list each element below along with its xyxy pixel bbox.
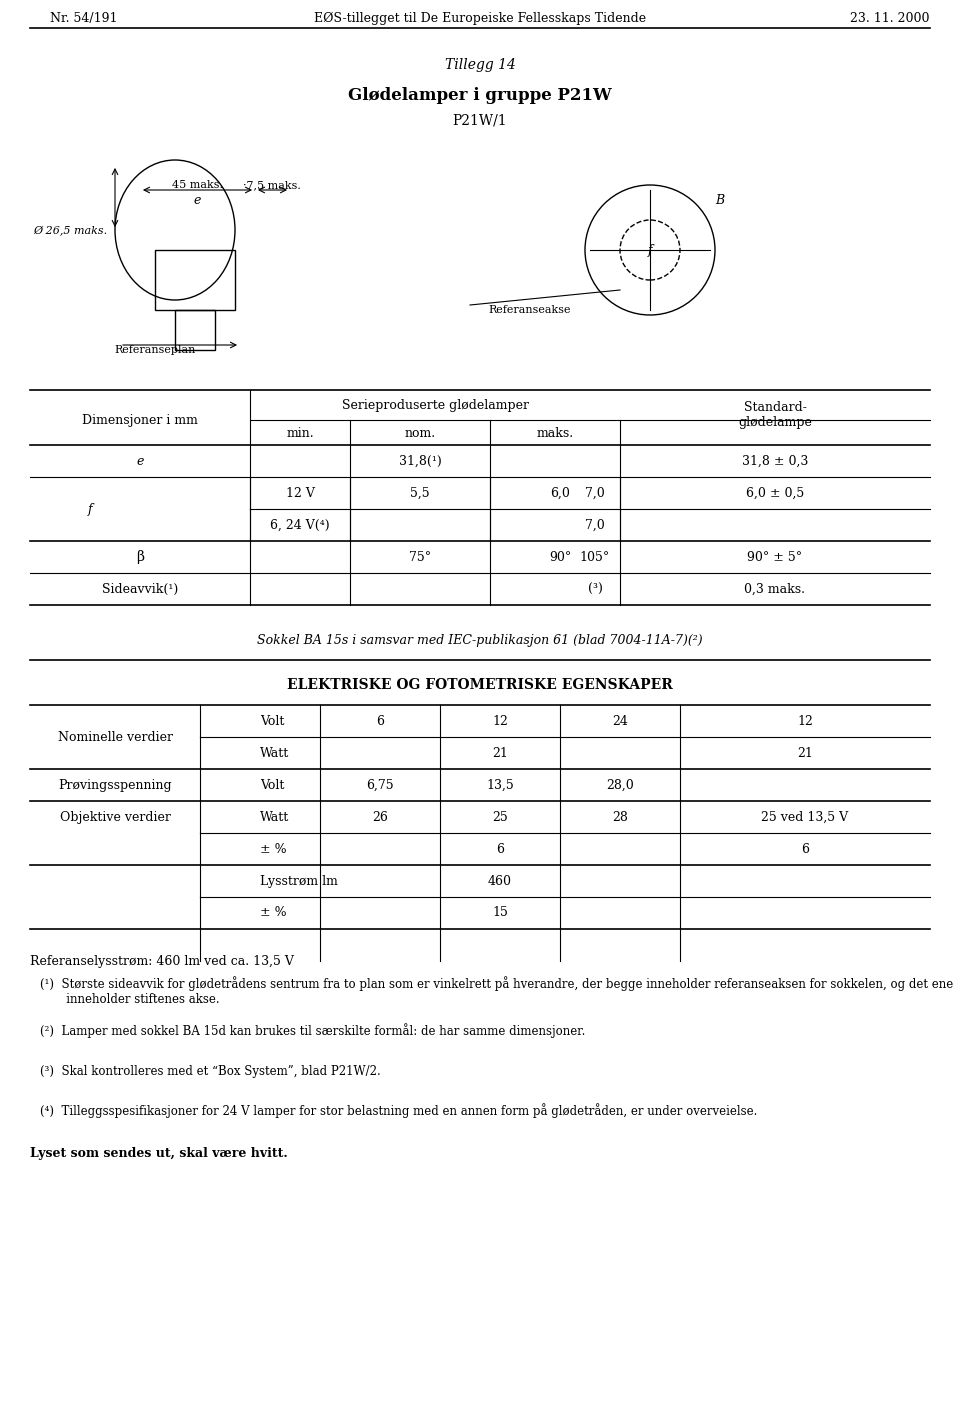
Text: 28,0: 28,0	[606, 778, 634, 791]
Text: (³): (³)	[588, 583, 603, 596]
Text: 31,8(¹): 31,8(¹)	[398, 455, 442, 467]
Text: 28: 28	[612, 811, 628, 824]
Text: (⁴)  Tilleggsspesifikasjoner for 24 V lamper for stor belastning med en annen fo: (⁴) Tilleggsspesifikasjoner for 24 V lam…	[40, 1103, 757, 1119]
Text: Glødelamper i gruppe P21W: Glødelamper i gruppe P21W	[348, 87, 612, 104]
Text: Serieproduserte glødelamper: Serieproduserte glødelamper	[342, 399, 529, 412]
Text: 12 V: 12 V	[285, 486, 315, 500]
Text: maks.: maks.	[537, 426, 573, 439]
Text: Dimensjoner i mm: Dimensjoner i mm	[82, 413, 198, 426]
Text: 12: 12	[492, 714, 508, 728]
Text: 6: 6	[496, 842, 504, 855]
Text: 5,5: 5,5	[410, 486, 430, 500]
Text: 6: 6	[801, 842, 809, 855]
Text: 75°: 75°	[409, 550, 431, 563]
Bar	[175, 311, 215, 351]
Text: nom.: nom.	[404, 426, 436, 439]
Text: e: e	[193, 194, 201, 207]
Text: Lysstrøm lm: Lysstrøm lm	[260, 875, 338, 888]
Text: 7,0: 7,0	[586, 486, 605, 500]
Text: 7,0: 7,0	[586, 519, 605, 532]
Text: Ø 26,5 maks.: Ø 26,5 maks.	[33, 225, 108, 235]
Text: Prøvingsspenning: Prøvingsspenning	[59, 778, 172, 791]
Text: Sideavvik(¹): Sideavvik(¹)	[102, 583, 179, 596]
Text: Objektive verdier: Objektive verdier	[60, 811, 171, 824]
Text: f: f	[648, 244, 652, 256]
Text: ± %: ± %	[260, 906, 287, 919]
Text: 105°: 105°	[580, 550, 611, 563]
Text: 23. 11. 2000: 23. 11. 2000	[851, 11, 930, 24]
Text: B: B	[715, 194, 725, 207]
Text: 13,5: 13,5	[486, 778, 514, 791]
Text: 26: 26	[372, 811, 388, 824]
Text: Volt: Volt	[260, 778, 284, 791]
Text: ± %: ± %	[260, 842, 287, 855]
Text: 25 ved 13,5 V: 25 ved 13,5 V	[761, 811, 849, 824]
Text: 45 maks.: 45 maks.	[172, 180, 223, 190]
Text: β: β	[136, 550, 144, 564]
Text: Watt: Watt	[260, 811, 289, 824]
Text: (¹)  Største sideavvik for glødetrådens sentrum fra to plan som er vinkelrett på: (¹) Største sideavvik for glødetrådens s…	[40, 976, 953, 1006]
Text: 0,3 maks.: 0,3 maks.	[745, 583, 805, 596]
Text: 21: 21	[797, 747, 813, 760]
Text: Watt: Watt	[260, 747, 289, 760]
Text: ·7,5 maks.: ·7,5 maks.	[243, 180, 300, 190]
Text: 25: 25	[492, 811, 508, 824]
Text: ELEKTRISKE OG FOTOMETRISKE EGENSKAPER: ELEKTRISKE OG FOTOMETRISKE EGENSKAPER	[287, 678, 673, 693]
Text: 6,0: 6,0	[550, 486, 570, 500]
Text: Referanseplan: Referanseplan	[114, 345, 196, 355]
Bar	[155, 249, 235, 311]
Text: 15: 15	[492, 906, 508, 919]
Text: 6,75: 6,75	[366, 778, 394, 791]
Text: Referanseakse: Referanseakse	[489, 305, 571, 315]
Text: Sokkel BA 15s i samsvar med IEC-publikasjon 61 (blad 7004-11A-7)(²): Sokkel BA 15s i samsvar med IEC-publikas…	[257, 634, 703, 647]
Text: P21W/1: P21W/1	[453, 113, 507, 127]
Text: 90°: 90°	[549, 550, 571, 563]
Text: Tillegg 14: Tillegg 14	[444, 58, 516, 73]
Text: Referanselysstrøm: 460 lm ved ca. 13,5 V: Referanselysstrøm: 460 lm ved ca. 13,5 V	[30, 955, 294, 968]
Text: min.: min.	[286, 426, 314, 439]
Text: Lyset som sendes ut, skal være hvitt.: Lyset som sendes ut, skal være hvitt.	[30, 1147, 288, 1160]
Text: Standard-
glødelampe: Standard- glødelampe	[738, 400, 812, 429]
Text: 6,0 ± 0,5: 6,0 ± 0,5	[746, 486, 804, 500]
Text: Volt: Volt	[260, 714, 284, 728]
Text: 24: 24	[612, 714, 628, 728]
Text: 6: 6	[376, 714, 384, 728]
Text: 31,8 ± 0,3: 31,8 ± 0,3	[742, 455, 808, 467]
Text: f: f	[87, 503, 92, 516]
Text: 460: 460	[488, 875, 512, 888]
Text: e: e	[136, 455, 144, 467]
Text: (³)  Skal kontrolleres med et “Box System”, blad P21W/2.: (³) Skal kontrolleres med et “Box System…	[40, 1064, 381, 1077]
Text: (²)  Lamper med sokkel BA 15d kan brukes til særskilte formål: de har samme dime: (²) Lamper med sokkel BA 15d kan brukes …	[40, 1023, 586, 1039]
Text: EØS-tillegget til De Europeiske Fellesskaps Tidende: EØS-tillegget til De Europeiske Fellessk…	[314, 11, 646, 24]
Text: Nominelle verdier: Nominelle verdier	[58, 731, 173, 744]
Text: 90° ± 5°: 90° ± 5°	[748, 550, 803, 563]
Text: Nr. 54/191: Nr. 54/191	[50, 11, 117, 24]
Text: 6, 24 V(⁴): 6, 24 V(⁴)	[270, 519, 330, 532]
Text: 12: 12	[797, 714, 813, 728]
Text: 21: 21	[492, 747, 508, 760]
